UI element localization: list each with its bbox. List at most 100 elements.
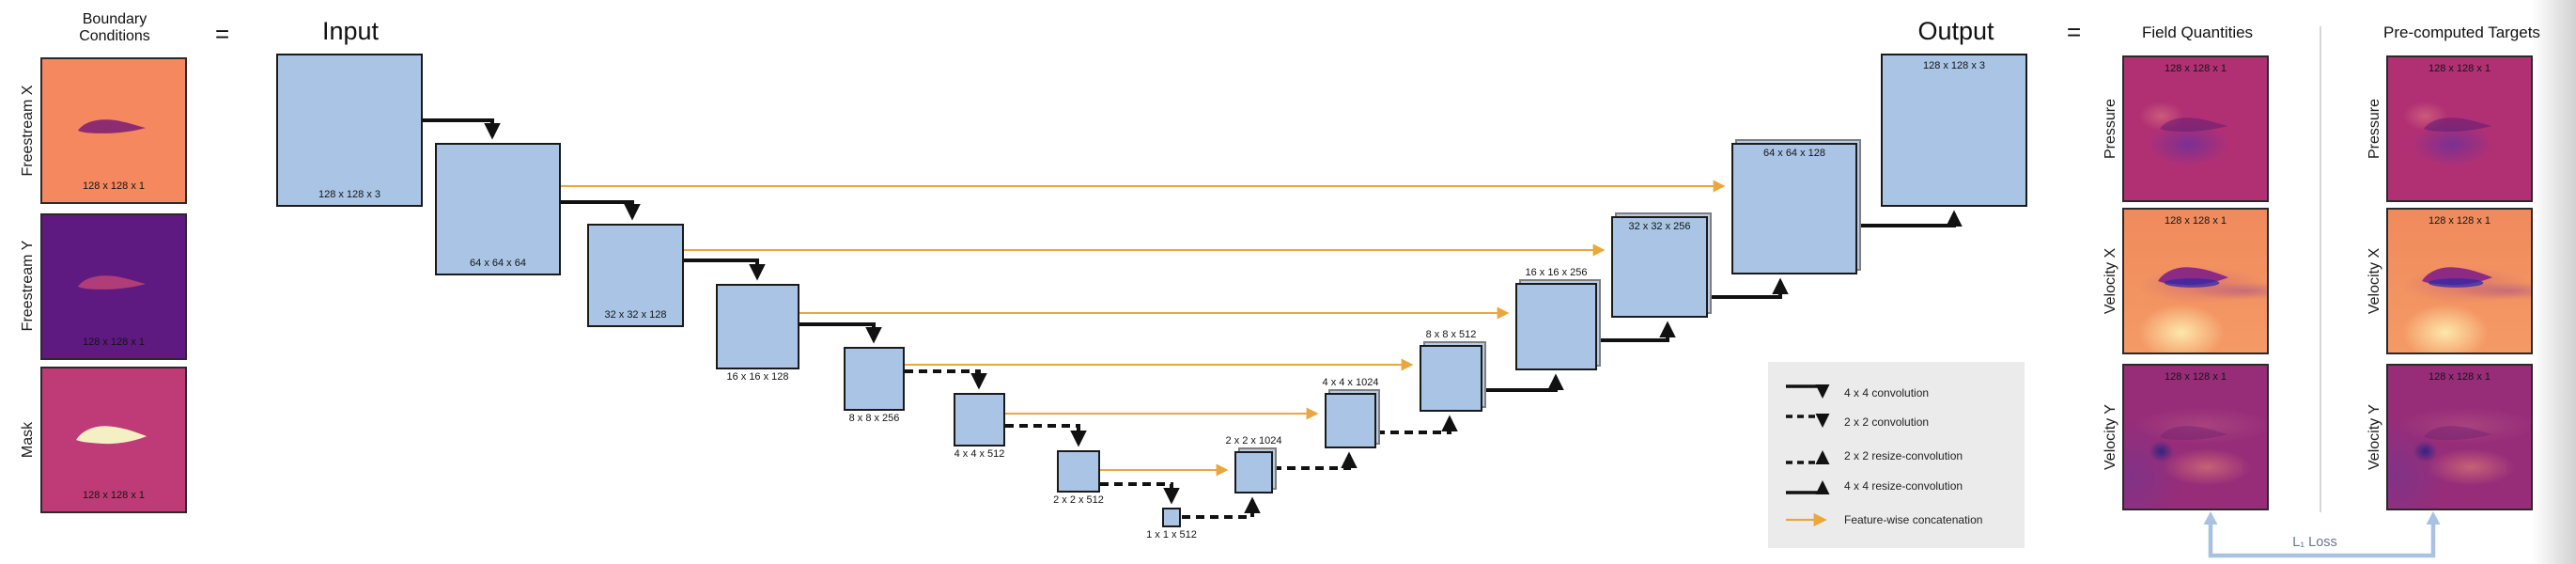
fq-velocity-y-label: Velocity Y [2103, 404, 2118, 470]
legend-item: 4 x 4 convolution [1783, 381, 1929, 405]
image-dims: 128 x 128 x 1 [82, 180, 146, 192]
equals-sign-left: = [215, 20, 230, 48]
encoder-block-2: 2 x 2 x 512 [1053, 450, 1104, 506]
fq-pressure-image: 128 x 128 x 1 [2122, 55, 2269, 202]
l1-loss-label: L₁ Loss [2292, 535, 2337, 550]
airfoil-shape [76, 426, 147, 445]
freestream-y-label: Freestream Y [20, 240, 36, 332]
block-dims: 32 x 32 x 256 [1628, 221, 1691, 232]
block-face [1731, 143, 1857, 274]
freestream-y-image: 128 x 128 x 1 [40, 213, 187, 360]
airfoil-shape [2158, 267, 2229, 288]
decoder-block-64: 64 x 64 x 128 [1731, 139, 1861, 274]
airfoil-shape [2160, 118, 2228, 132]
legend-label: 2 x 2 resize-convolution [1844, 449, 1963, 462]
airfoil-shape [2422, 267, 2493, 288]
block-face [1325, 393, 1376, 448]
image-dims: 128 x 128 x 1 [2164, 63, 2227, 74]
image-dims: 128 x 128 x 1 [2428, 63, 2491, 74]
fq-pressure-label: Pressure [2103, 98, 2118, 160]
airfoil-shape [2160, 426, 2228, 440]
output-title: Output [1917, 17, 1994, 45]
upsample-resize-arrows [1482, 210, 1963, 392]
block-face [1515, 283, 1597, 370]
conv-2x2-icon [1786, 414, 1830, 428]
block-dims: 2 x 2 x 512 [1053, 494, 1104, 506]
tg-velocity-x-image: 128 x 128 x 1 [2386, 208, 2533, 354]
freestream-x-image: 128 x 128 x 1 [40, 57, 187, 204]
field-quantities-title: Field Quantities [2141, 24, 2254, 41]
airfoil-shape [78, 119, 147, 133]
upsample-resize-dashed-arrows [1182, 415, 1458, 519]
image-dims: 128 x 128 x 1 [2428, 215, 2491, 227]
encoder-block-128: 128 x 128 x 3 [276, 54, 423, 207]
output-block: 128 x 128 x 3 [1881, 54, 2027, 207]
airfoil-shape [2424, 118, 2492, 132]
right-edge-fade [2532, 0, 2576, 564]
block-dims: 16 x 16 x 256 [1525, 267, 1588, 278]
tg-pressure-label: Pressure [2367, 98, 2382, 160]
fq-velocity-x-image: 128 x 128 x 1 [2122, 208, 2269, 354]
image-dims: 128 x 128 x 1 [2164, 215, 2227, 227]
legend: 4 x 4 convolution 2 x 2 convolution 2 x … [1768, 362, 2025, 548]
encoder-block-8: 8 x 8 x 256 [844, 347, 905, 424]
legend-label: 4 x 4 convolution [1844, 386, 1930, 400]
freestream-x-label: Freestream X [20, 85, 36, 177]
image-dims: 128 x 128 x 1 [82, 490, 146, 501]
encoder-block-16: 16 x 16 x 128 [716, 284, 799, 383]
equals-sign-right: = [2067, 18, 2082, 46]
tg-pressure-image: 128 x 128 x 1 [2386, 55, 2533, 202]
mask-label: Mask [20, 421, 36, 459]
decoder-block-4: 4 x 4 x 1024 [1323, 377, 1380, 448]
downsample-conv-dashed-arrows [905, 369, 1180, 505]
decoder-block-8: 8 x 8 x 512 [1420, 329, 1486, 412]
tg-velocity-y-label: Velocity Y [2367, 404, 2382, 470]
decoder-block-2: 2 x 2 x 1024 [1226, 435, 1281, 494]
fq-velocity-x-label: Velocity X [2103, 247, 2118, 315]
block-dims: 64 x 64 x 64 [470, 258, 526, 269]
targets-title: Pre-computed Targets [2383, 24, 2540, 41]
image-dims: 128 x 128 x 1 [82, 337, 146, 348]
resize-conv-4x4-icon [1786, 480, 1830, 494]
conv-4x4-icon [1786, 384, 1830, 399]
downsample-conv-arrows [423, 118, 882, 344]
boundary-panel-title: Boundary Conditions [79, 11, 150, 44]
block-dims: 4 x 4 x 512 [954, 448, 1005, 460]
block-dims: 16 x 16 x 128 [726, 371, 789, 383]
block-dims: 1 x 1 x 512 [1146, 529, 1197, 540]
block-dims: 4 x 4 x 1024 [1322, 377, 1379, 388]
decoder-block-16: 16 x 16 x 256 [1515, 267, 1601, 370]
mask-image: 128 x 128 x 1 [40, 367, 187, 513]
decoder-block-32: 32 x 32 x 256 [1611, 212, 1712, 318]
block-face [1420, 345, 1482, 412]
image-dims: 128 x 128 x 1 [2428, 371, 2491, 383]
airfoil-shape [2424, 426, 2492, 440]
tg-velocity-x-label: Velocity X [2367, 247, 2382, 315]
block-face [1611, 216, 1708, 318]
encoder-block-32: 32 x 32 x 128 [587, 224, 684, 327]
input-title: Input [321, 17, 380, 45]
legend-item: 2 x 2 convolution [1783, 410, 1929, 434]
fq-velocity-y-image: 128 x 128 x 1 [2122, 364, 2269, 510]
block-dims: 8 x 8 x 256 [848, 413, 900, 424]
block-dims: 32 x 32 x 128 [604, 309, 667, 321]
block-dims: 2 x 2 x 1024 [1225, 435, 1282, 446]
skip-connection-arrows [561, 180, 1726, 477]
resize-conv-2x2-icon [1786, 450, 1830, 464]
concatenation-arrow-icon [1786, 512, 1827, 527]
block-dims: 64 x 64 x 128 [1762, 148, 1826, 159]
airfoil-shape [78, 275, 147, 290]
legend-label: Feature-wise concatenation [1844, 513, 1983, 526]
legend-item: 2 x 2 resize-convolution [1783, 444, 1963, 468]
tg-velocity-y-image: 128 x 128 x 1 [2386, 364, 2533, 510]
legend-item: Feature-wise concatenation [1783, 508, 1982, 532]
block-dims: 8 x 8 x 512 [1425, 329, 1477, 340]
encoder-block-4: 4 x 4 x 512 [954, 393, 1005, 460]
image-dims: 128 x 128 x 1 [2164, 371, 2227, 383]
legend-label: 2 x 2 convolution [1844, 415, 1930, 429]
legend-label: 4 x 4 resize-convolution [1844, 479, 1963, 493]
block-dims: 128 x 128 x 3 [1922, 60, 1986, 71]
encoder-block-1: 1 x 1 x 512 [1146, 508, 1197, 540]
